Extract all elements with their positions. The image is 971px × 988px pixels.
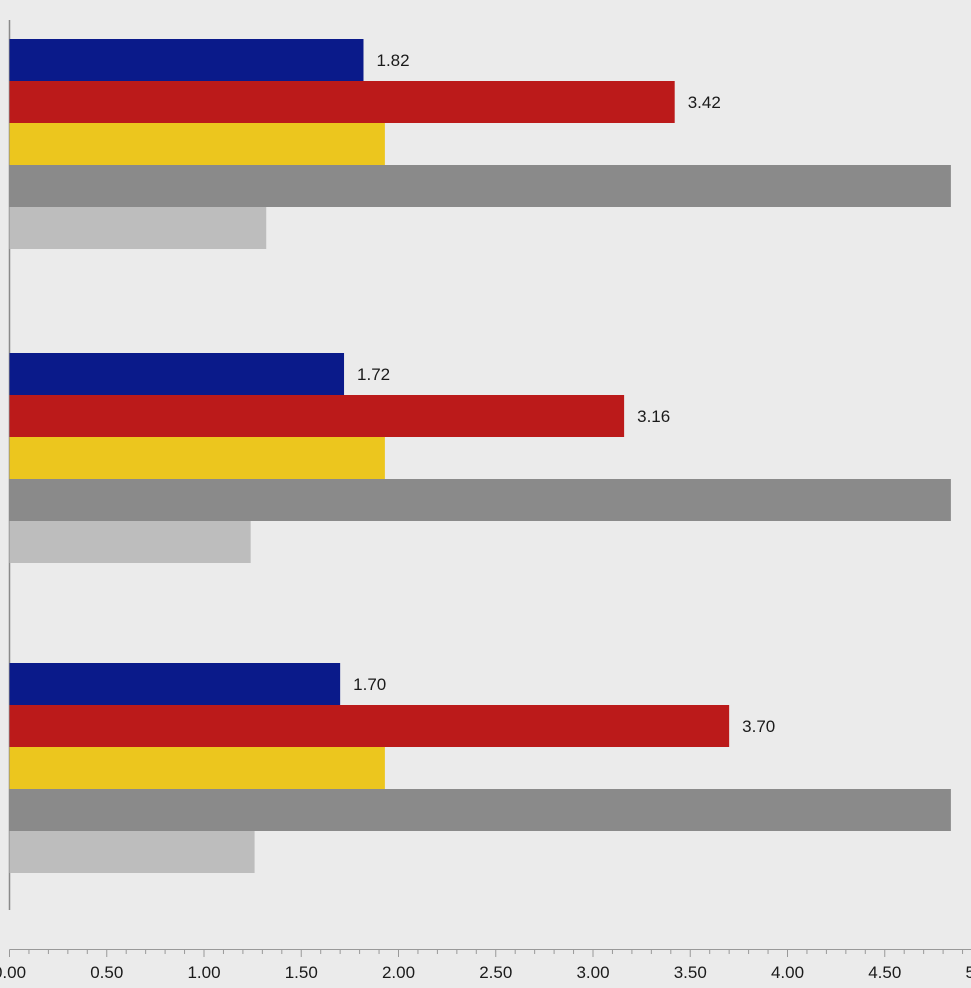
x-tick-label: 5.00 — [965, 963, 971, 982]
x-tick-label: 3.00 — [576, 963, 609, 982]
bar-group3-series5 — [9, 831, 255, 873]
x-tick-label: 0.50 — [90, 963, 123, 982]
bars-layer — [9, 39, 951, 873]
bar-group1-series1 — [9, 39, 364, 81]
x-tick-label: 0.00 — [0, 963, 26, 982]
x-tick-label: 2.00 — [382, 963, 415, 982]
value-label-group2-series1: 1.72 — [357, 365, 390, 384]
x-ticks-layer: 0.00 0.50 1.00 1.50 2.00 2.50 3.00 3.50 4.00 4.50… — [0, 949, 971, 982]
bar-group1-series5 — [9, 207, 267, 249]
bar-group2-series3 — [9, 437, 385, 479]
value-label-group2-series2: 3.16 — [637, 407, 670, 426]
x-tick-label: 4.50 — [868, 963, 901, 982]
x-tick-label: 2.50 — [479, 963, 512, 982]
bar-group2-series2 — [9, 395, 625, 437]
bar-group2-series1 — [9, 353, 345, 395]
bar-group2-series5 — [9, 521, 251, 563]
value-label-group3-series1: 1.70 — [353, 675, 386, 694]
bar-group2-series4 — [9, 479, 951, 521]
x-tick-label: 4.00 — [771, 963, 804, 982]
value-label-group1-series2: 3.42 — [688, 93, 721, 112]
value-labels-layer: 1.82 3.42 1.72 3.16 1.70 3.70 — [353, 51, 775, 736]
x-tick-label: 1.00 — [187, 963, 220, 982]
value-label-group1-series1: 1.82 — [376, 51, 409, 70]
bar-group1-series2 — [9, 81, 675, 123]
bar-group1-series3 — [9, 123, 385, 165]
bar-group3-series1 — [9, 663, 341, 705]
bar-group3-series3 — [9, 747, 385, 789]
bar-group1-series4 — [9, 165, 951, 207]
x-tick-label: 3.50 — [674, 963, 707, 982]
bar-group3-series2 — [9, 705, 730, 747]
x-tick-label: 1.50 — [285, 963, 318, 982]
value-label-group3-series2: 3.70 — [742, 717, 775, 736]
bar-group3-series4 — [9, 789, 951, 831]
